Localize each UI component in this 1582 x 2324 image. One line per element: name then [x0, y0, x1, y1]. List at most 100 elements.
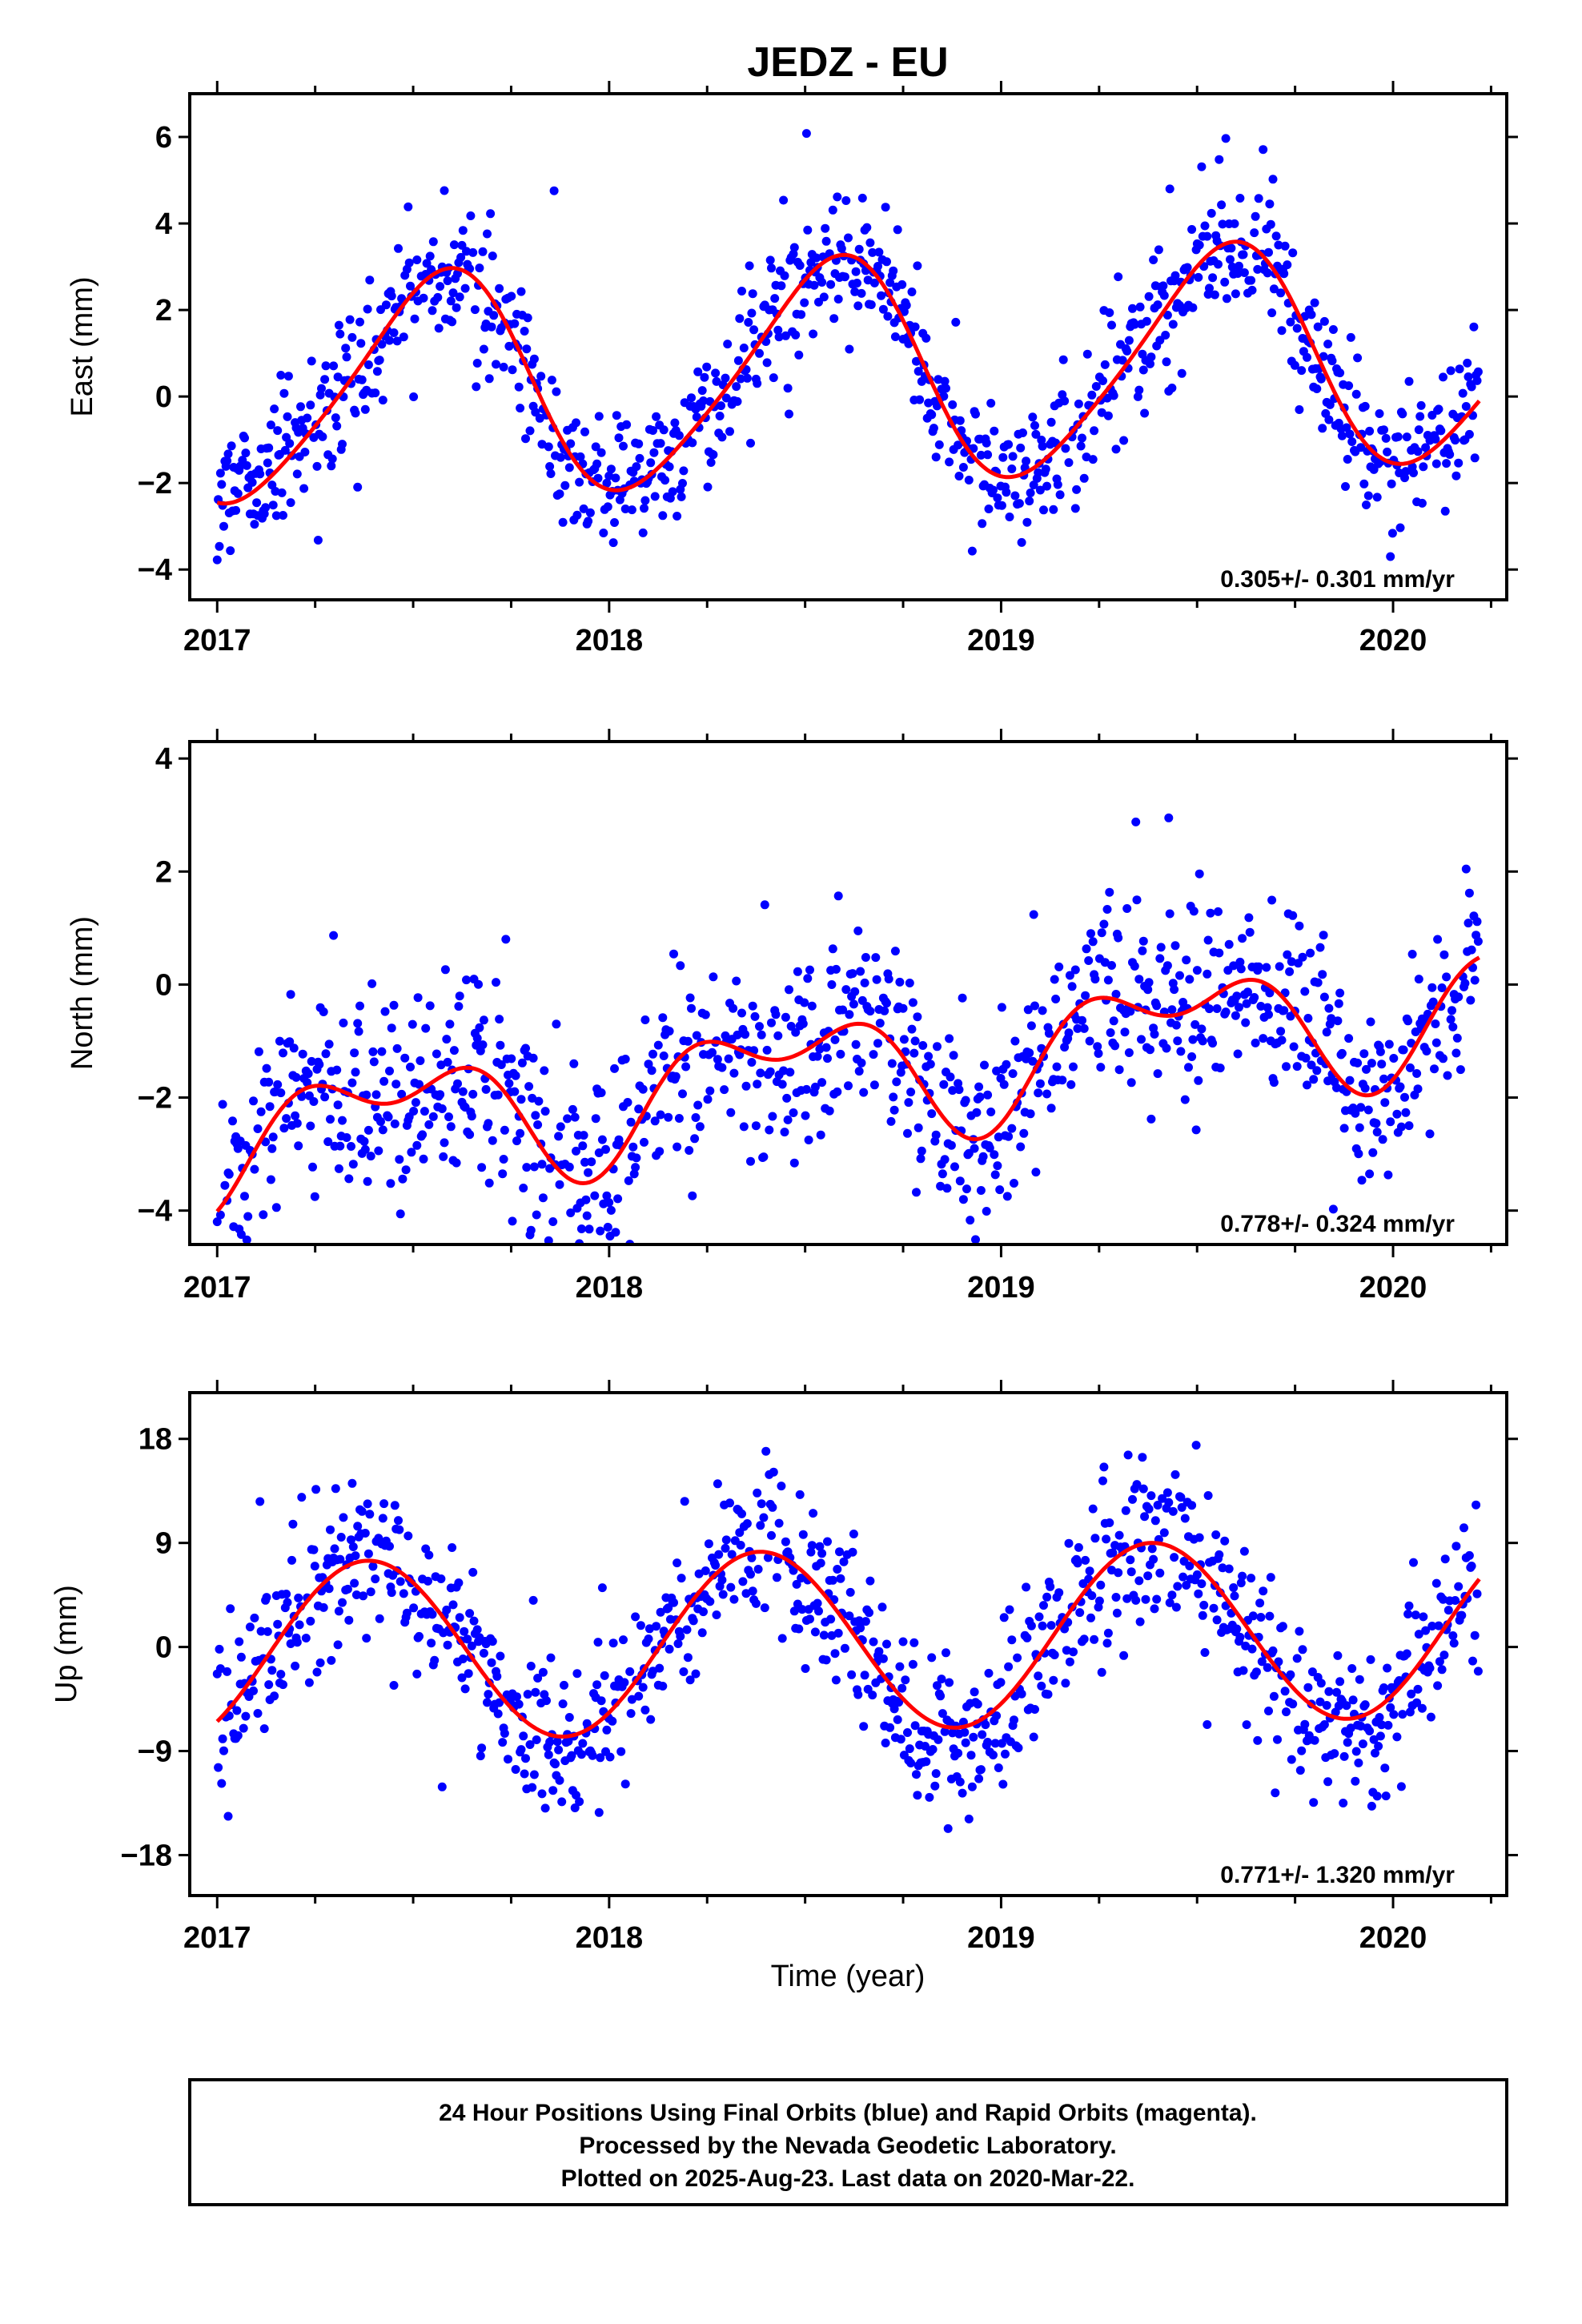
data-point [652, 1622, 661, 1631]
data-point [557, 1797, 567, 1807]
data-point [765, 1125, 774, 1135]
data-point [828, 1575, 837, 1585]
data-point [604, 1198, 614, 1208]
data-point [436, 282, 445, 292]
data-point [1146, 1114, 1156, 1124]
data-point [798, 1530, 808, 1539]
data-point [821, 1043, 831, 1052]
data-point [936, 1181, 946, 1191]
data-point [1112, 1608, 1122, 1618]
data-point [785, 1068, 795, 1077]
data-point [1360, 401, 1370, 411]
data-point [1034, 1671, 1043, 1681]
data-point [1437, 1665, 1447, 1675]
data-point [897, 279, 907, 289]
data-point [1187, 1052, 1197, 1061]
data-point [1025, 497, 1034, 506]
data-point [679, 466, 689, 476]
data-point [1090, 975, 1100, 984]
data-point [560, 1680, 568, 1690]
data-point [1402, 1649, 1411, 1659]
data-point [1324, 1003, 1334, 1013]
data-point [255, 469, 265, 479]
data-point [455, 292, 464, 302]
data-point [572, 510, 582, 520]
data-point [540, 1803, 550, 1813]
data-point [692, 412, 701, 422]
data-point [848, 969, 857, 979]
data-point [321, 361, 331, 371]
data-point [1221, 1007, 1231, 1017]
data-point [1138, 1484, 1148, 1494]
data-point [470, 305, 480, 315]
data-point [1002, 1059, 1011, 1069]
data-point [1191, 1125, 1201, 1135]
data-point [1035, 485, 1045, 495]
data-point [240, 1192, 249, 1201]
data-point [1341, 482, 1350, 491]
data-point [1134, 385, 1144, 395]
data-point [990, 426, 999, 436]
data-point [578, 1141, 588, 1151]
data-point [741, 1030, 750, 1039]
data-point [966, 1216, 975, 1225]
data-point [1322, 1027, 1331, 1037]
data-point [594, 1807, 604, 1817]
data-point [712, 376, 721, 386]
data-point [472, 1033, 482, 1043]
data-point [564, 463, 574, 472]
data-point [801, 1111, 810, 1120]
data-point [881, 1739, 890, 1747]
data-point [331, 1484, 340, 1494]
data-point [1363, 491, 1373, 501]
data-point [510, 1087, 520, 1096]
data-point [362, 1634, 371, 1643]
data-point [721, 373, 730, 383]
data-point [759, 1152, 769, 1162]
data-point [332, 421, 342, 431]
data-point [931, 1769, 941, 1779]
data-point [709, 972, 718, 982]
data-point [479, 344, 488, 354]
data-point [1337, 1048, 1347, 1058]
data-point [967, 1782, 977, 1791]
data-point [649, 448, 659, 457]
data-point [765, 255, 775, 265]
data-point [409, 1603, 419, 1613]
data-point [1082, 349, 1092, 359]
data-point [909, 1048, 919, 1058]
data-point [1111, 1593, 1121, 1602]
data-point [945, 457, 954, 467]
data-point [1176, 1047, 1186, 1056]
data-point [1122, 346, 1132, 356]
data-point [628, 1142, 638, 1152]
data-point [1371, 1748, 1379, 1758]
data-point [360, 1144, 370, 1154]
data-point [777, 1634, 787, 1643]
rate-annotation-up: 0.771+/- 1.320 mm/yr [1220, 1862, 1455, 1888]
data-point [1114, 1065, 1124, 1075]
data-point [291, 1111, 300, 1120]
data-point [756, 1521, 765, 1530]
data-point [1005, 1605, 1014, 1614]
data-point [1265, 1611, 1275, 1621]
data-point [279, 1048, 287, 1058]
data-point [602, 478, 612, 488]
data-point [635, 453, 644, 463]
data-point [970, 1144, 979, 1153]
data-point [392, 1043, 402, 1053]
data-point [256, 1107, 266, 1116]
data-point [292, 1638, 302, 1647]
data-point [508, 365, 517, 375]
data-point [242, 1235, 251, 1244]
data-point [658, 511, 668, 521]
data-point [348, 1542, 358, 1551]
data-point [1339, 1799, 1348, 1807]
data-point [348, 1160, 358, 1169]
data-point [1274, 1657, 1283, 1667]
data-point [1287, 1755, 1296, 1764]
data-point [1251, 211, 1260, 221]
data-point [627, 1695, 636, 1704]
data-point [255, 1497, 265, 1506]
data-point [632, 1153, 641, 1163]
